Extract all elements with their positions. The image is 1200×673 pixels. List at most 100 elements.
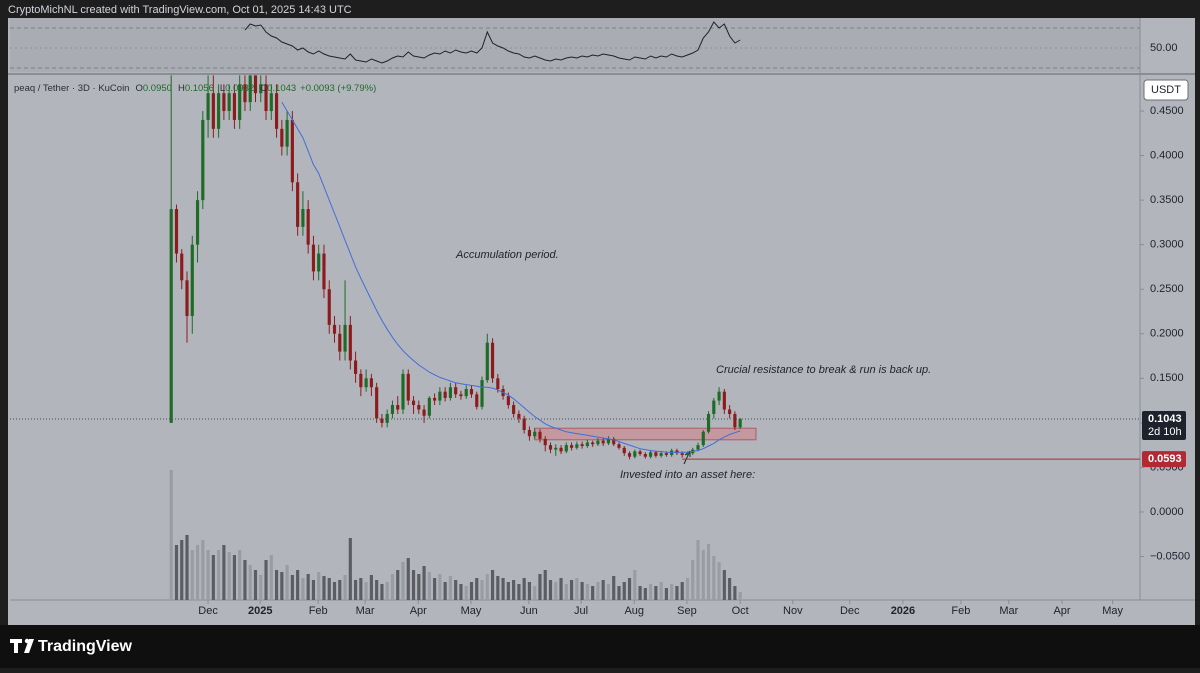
candle-body (380, 418, 384, 423)
volume-bar (443, 582, 447, 600)
volume-bar (206, 550, 210, 600)
volume-bar (527, 582, 532, 600)
candle-body (190, 244, 194, 316)
volume-bar (238, 550, 242, 600)
volume-bar (601, 580, 605, 600)
candle-body (569, 445, 574, 448)
x-tick-label: Sep (677, 605, 697, 617)
volume-bar (617, 586, 621, 600)
legend-key: C (260, 83, 267, 94)
candle-body (448, 387, 452, 398)
candle-body (185, 280, 189, 316)
volume-bar (554, 582, 558, 600)
candle-body (543, 438, 547, 446)
level-badge-label: 0.0593 (1148, 453, 1182, 465)
volume-bar (311, 580, 316, 600)
footer-brand: TradingView (38, 638, 133, 655)
volume-bar (448, 576, 452, 600)
candle-body (195, 200, 200, 245)
volume-bar (433, 578, 437, 600)
volume-bar (501, 578, 505, 600)
volume-bar (317, 572, 321, 600)
y-tick-label: 0.2500 (1150, 283, 1184, 295)
x-tick-label: Aug (624, 605, 644, 617)
candle-body (369, 378, 373, 388)
volume-bar (380, 584, 384, 600)
candle-body (411, 400, 416, 406)
x-tick-label: Dec (198, 605, 218, 617)
candle-body (580, 444, 584, 447)
volume-bar (696, 540, 700, 600)
x-tick-label: May (1102, 605, 1123, 617)
candle-body (643, 454, 647, 457)
rsi-pane (10, 18, 1140, 72)
volume-bar (375, 580, 379, 600)
candle-body (454, 387, 458, 395)
x-tick-label: Jul (574, 605, 588, 617)
volume-bar (569, 580, 574, 600)
volume-bar (691, 560, 695, 600)
candle-body (733, 413, 737, 428)
volume-bar (243, 560, 247, 600)
annotation: Crucial resistance to break & run is bac… (716, 364, 931, 376)
candle-body (712, 400, 716, 414)
candle-body (606, 438, 611, 444)
candle-body (274, 93, 279, 129)
volume-bar (738, 592, 742, 600)
candle-body (322, 253, 326, 290)
volume-bar (306, 574, 310, 600)
volume-bar (217, 550, 221, 600)
price-badge-label: 0.1043 (1148, 413, 1182, 425)
candle-body (554, 447, 558, 450)
x-tick-label: 2025 (248, 605, 272, 617)
y-tick-label: 0.1500 (1150, 372, 1184, 384)
candle-body (417, 405, 421, 410)
rsi-line (244, 21, 741, 64)
volume-bar (543, 570, 547, 600)
volume-bar (396, 570, 400, 600)
volume-bar (659, 582, 663, 600)
volume-bar (664, 588, 668, 600)
candle-body (290, 119, 294, 183)
y-tick-label: −0.0500 (1150, 550, 1190, 562)
candle-body (485, 342, 489, 381)
volume-bar (322, 576, 326, 600)
volume-bar (274, 570, 279, 600)
candle-body (390, 405, 395, 414)
x-tick-label: Feb (309, 605, 328, 617)
candle-body (285, 119, 289, 147)
volume-bar (585, 584, 589, 600)
volume-bar (469, 582, 474, 600)
candle-body (559, 447, 563, 452)
volume-bar (712, 556, 716, 600)
candle-body (622, 447, 626, 454)
candle-body (259, 84, 263, 94)
y-tick-label: 0.0000 (1150, 506, 1184, 518)
volume-bar (533, 586, 537, 600)
currency-label: USDT (1151, 84, 1181, 96)
volume-bar (612, 576, 616, 600)
volume-bar (201, 540, 205, 600)
volume-bar (259, 575, 263, 600)
volume-bar (706, 544, 711, 600)
candle-body (533, 431, 537, 437)
candle-body (206, 93, 210, 120)
candle-body (427, 397, 431, 416)
candle-body (306, 209, 310, 245)
volume-bar (538, 574, 542, 600)
candle-body (464, 389, 468, 397)
candle-body (227, 93, 231, 112)
volume-bar (675, 586, 679, 600)
volume-bar (517, 584, 521, 600)
volume-bar (264, 560, 268, 600)
volume-bar (359, 578, 363, 600)
volume-bar (496, 576, 500, 600)
y-tick-label: 0.3500 (1150, 194, 1184, 206)
candle-body (327, 289, 331, 325)
candle-body (243, 84, 247, 103)
volume-bar (512, 580, 516, 600)
volume-bar (185, 535, 189, 600)
volume-bar (638, 586, 642, 600)
footer-bar (0, 625, 1200, 668)
